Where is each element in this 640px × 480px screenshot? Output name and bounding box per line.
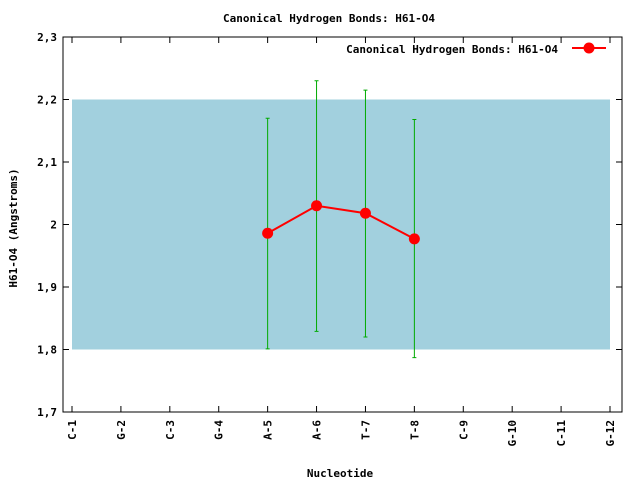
chart-title: Canonical Hydrogen Bonds: H61-O4 [223,12,435,25]
data-point [311,200,323,212]
x-tick-label: C-3 [164,420,177,440]
x-tick-label: A-5 [262,420,275,440]
y-tick-label: 2,1 [37,156,57,169]
x-tick-label: C-9 [457,420,470,440]
series [262,80,420,359]
x-axis-label: Nucleotide [307,467,374,480]
y-axis: 1,7 1,8 1,9 2 2,1 2,2 2,3 [37,31,622,419]
y-tick-label: 1,9 [37,281,57,294]
legend: Canonical Hydrogen Bonds: H61-O4 [346,42,606,56]
x-tick-label: G-12 [604,420,617,447]
reference-band [72,99,610,350]
x-tick-label: G-4 [213,420,226,440]
data-point [359,207,371,219]
x-tick-label: T-8 [408,420,421,440]
y-tick-label: 1,8 [37,344,57,357]
y-tick-label: 2 [50,219,57,232]
x-tick-label: T-7 [359,420,372,440]
x-tick-label: G-10 [506,420,519,447]
y-tick-label: 2,3 [37,31,57,44]
x-tick-label: C-11 [555,420,568,447]
y-axis-label: H61-O4 (Angstroms) [7,168,20,287]
y-tick-label: 2,2 [37,94,57,107]
x-tick-label: A-6 [311,420,324,440]
y-tick-label: 1,7 [37,406,57,419]
data-point [262,227,274,239]
series-line [267,204,415,240]
plot-area [62,36,623,413]
x-tick-label: G-2 [115,420,128,440]
x-axis: C-1 G-2 C-3 G-4 A-5 A-6 T-7 T-8 C-9 G-10 C-11 G-12 [66,37,617,447]
x-tick-label: C-1 [66,420,79,440]
legend-marker [583,42,595,54]
legend-label: Canonical Hydrogen Bonds: H61-O4 [346,43,558,56]
data-point [408,233,420,245]
